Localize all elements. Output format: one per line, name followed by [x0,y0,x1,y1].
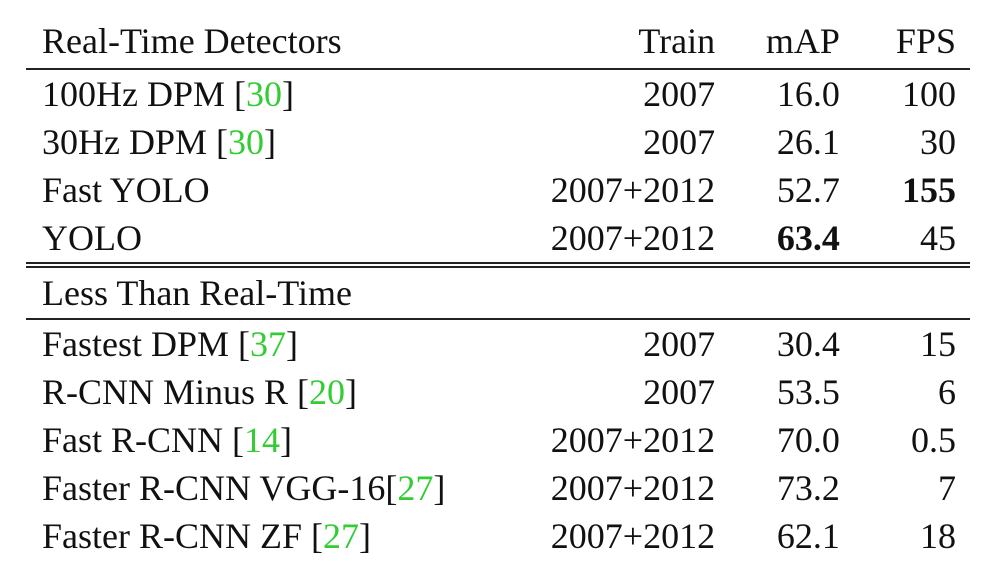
cite-close-bracket: ] [359,516,371,556]
row-train: 2007+2012 [550,516,716,556]
row-map: 53.5 [776,372,840,412]
row-train: 2007 [643,74,716,114]
cite-open-bracket: [ [297,372,310,412]
header-fps: FPS [839,14,970,70]
row-train: 2007+2012 [550,420,716,460]
row-fps: 15 [920,324,956,364]
row-method: 100Hz DPM [30] [26,69,511,118]
cite-close-bracket: ] [264,122,277,162]
row-map: 73.2 [776,468,840,508]
row-method: R-CNN Minus R [20] [26,368,511,416]
results-table-container: Real-Time Detectors Train mAP FPS 100Hz … [26,14,970,560]
table-row: Fast YOLO 2007+2012 52.7 155 [26,166,970,214]
method-name: Faster R-CNN VGG-16 [42,468,386,508]
citation-link[interactable]: 14 [244,420,281,460]
table-row: YOLO 2007+2012 63.4 45 [26,214,970,265]
method-name: Fast R-CNN [42,420,233,460]
citation-link[interactable]: 27 [323,516,359,556]
row-train: 2007+2012 [550,468,716,508]
row-map: 26.1 [776,122,840,162]
row-train: 2007 [643,122,716,162]
row-map: 16.0 [776,74,840,114]
row-method: YOLO [42,218,142,258]
table-row: 30Hz DPM [30] 2007 26.1 30 [26,118,970,166]
method-name: Fastest DPM [42,324,239,364]
method-name: 100Hz DPM [42,74,235,114]
table-row: 100Hz DPM [30] 2007 16.0 100 [26,69,970,118]
row-fps: 45 [920,218,956,258]
citation-link[interactable]: 37 [250,324,287,364]
cite-close-bracket: ] [286,324,299,364]
table-row: R-CNN Minus R [20] 2007 53.5 6 [26,368,970,416]
row-fps: 0.5 [911,420,956,460]
citation-link[interactable]: 27 [397,468,434,508]
table-header-row: Real-Time Detectors Train mAP FPS [26,14,970,70]
row-method: Faster R-CNN ZF [27] [26,512,511,560]
row-map: 70.0 [776,420,840,460]
row-fps: 100 [902,74,956,114]
row-fps: 30 [920,122,956,162]
row-fps: 7 [938,468,956,508]
row-fps: 6 [938,372,956,412]
method-name: 30Hz DPM [42,122,217,162]
cite-close-bracket: ] [280,420,293,460]
table-row: Faster R-CNN ZF [27] 2007+2012 62.1 18 [26,512,970,560]
row-method: 30Hz DPM [30] [26,118,511,166]
cite-open-bracket: [ [385,468,398,508]
row-fps-best: 155 [902,170,956,210]
row-method: Fast R-CNN [14] [26,416,511,464]
row-map: 30.4 [776,324,840,364]
cite-close-bracket: ] [433,468,446,508]
method-name: R-CNN Minus R [42,372,298,412]
row-fps: 18 [920,516,956,556]
table-row: Faster R-CNN VGG-16[27] 2007+2012 73.2 7 [26,464,970,512]
detector-comparison-table: Real-Time Detectors Train mAP FPS 100Hz … [26,14,970,560]
header-train: Train [510,14,716,70]
row-map: 62.1 [776,516,840,556]
table-row: Fastest DPM [37] 2007 30.4 15 [26,319,970,368]
cite-close-bracket: ] [282,74,295,114]
row-method: Fastest DPM [37] [26,319,511,368]
cite-open-bracket: [ [311,516,323,556]
section-header-row: Less Than Real-Time [26,262,970,320]
header-map: mAP [715,14,840,70]
row-train: 2007+2012 [550,218,716,258]
cite-open-bracket: [ [238,324,251,364]
row-map-best: 63.4 [776,218,840,258]
row-train: 2007 [643,324,716,364]
row-train: 2007 [643,372,716,412]
citation-link[interactable]: 30 [246,74,283,114]
row-map: 52.7 [776,170,840,210]
row-method: Faster R-CNN VGG-16[27] [26,464,511,512]
table-row: Fast R-CNN [14] 2007+2012 70.0 0.5 [26,416,970,464]
cite-open-bracket: [ [234,74,247,114]
row-method: Fast YOLO [42,170,210,210]
header-method: Real-Time Detectors [26,14,511,70]
citation-link[interactable]: 30 [228,122,265,162]
citation-link[interactable]: 20 [309,372,346,412]
row-train: 2007+2012 [550,170,716,210]
method-name: Faster R-CNN ZF [42,516,311,556]
cite-close-bracket: ] [345,372,358,412]
cite-open-bracket: [ [216,122,229,162]
section-title: Less Than Real-Time [26,262,970,320]
cite-open-bracket: [ [232,420,245,460]
